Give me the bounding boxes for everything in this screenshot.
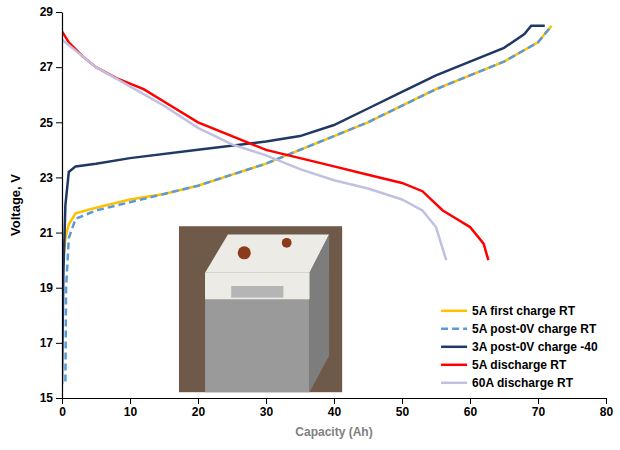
legend-swatch — [441, 382, 467, 385]
tick: 25 — [40, 116, 62, 130]
tick-label: 30 — [260, 405, 274, 419]
tick-label: 21 — [40, 226, 54, 240]
tick: 80 — [600, 398, 614, 419]
tick-mark — [266, 398, 267, 404]
tick-label: 19 — [40, 281, 54, 295]
tick: 17 — [40, 336, 62, 350]
legend-item: 3A post-0V charge -40 — [441, 340, 598, 354]
legend-item: 60A discharge RT — [441, 376, 574, 390]
axis-line — [62, 13, 63, 399]
tick: 21 — [40, 226, 62, 240]
photo-terminal — [238, 246, 251, 259]
tick-mark — [470, 398, 471, 404]
legend-item: 5A discharge RT — [441, 358, 567, 372]
photo-terminal — [282, 238, 292, 248]
legend-item: 5A first charge RT — [441, 304, 576, 318]
tick-mark — [56, 233, 62, 234]
series-line — [62, 26, 552, 274]
tick-mark — [56, 343, 62, 344]
tick: 50 — [396, 398, 410, 419]
tick-label: 80 — [600, 405, 614, 419]
legend: 5A first charge RT 5A post-0V charge RT 3A… — [441, 304, 598, 390]
tick: 10 — [124, 398, 138, 419]
photo-box-side — [205, 273, 309, 393]
tick-mark — [334, 398, 335, 404]
x-axis-title: Capacity (Ah) — [295, 425, 372, 439]
photo-background — [179, 226, 342, 392]
tick-label: 23 — [40, 171, 54, 185]
tick: 60 — [464, 398, 478, 419]
photo-box-edge — [310, 235, 330, 393]
tick-mark — [56, 288, 62, 289]
legend-label: 60A discharge RT — [472, 376, 574, 390]
tick-label: 10 — [124, 405, 138, 419]
plot: 0 10 20 30 40 50 60 70 80 15 17 19 21 23 25 27 29 Capacit… — [8, 5, 613, 439]
tick: 23 — [40, 171, 62, 185]
tick-mark — [198, 398, 199, 404]
tick-mark — [606, 398, 607, 404]
tick-mark — [538, 398, 539, 404]
tick-label: 0 — [59, 405, 66, 419]
inset-photo — [179, 226, 342, 392]
tick-label: 40 — [328, 405, 342, 419]
legend-label: 5A discharge RT — [472, 358, 567, 372]
tick: 0 — [59, 398, 66, 419]
tick-mark — [130, 398, 131, 404]
tick-label: 17 — [40, 336, 54, 350]
legend-item: 5A post-0V charge RT — [441, 322, 597, 336]
tick: 70 — [532, 398, 546, 419]
series-line — [62, 40, 446, 261]
tick-label: 70 — [532, 405, 546, 419]
tick-label: 29 — [40, 5, 54, 19]
tick: 15 — [40, 391, 62, 405]
tick-mark — [62, 398, 63, 404]
tick-label: 25 — [40, 116, 54, 130]
tick: 30 — [260, 398, 274, 419]
y-axis-title: Voltage, V — [8, 174, 23, 236]
legend-swatch — [441, 310, 467, 313]
tick-mark — [56, 12, 62, 13]
x-axis: 0 10 20 30 40 50 60 70 80 — [59, 398, 613, 419]
tick: 29 — [40, 5, 62, 19]
tick-label: 50 — [396, 405, 410, 419]
legend-swatch — [441, 364, 467, 367]
photo-handle — [231, 286, 283, 298]
tick: 19 — [40, 281, 62, 295]
tick-label: 15 — [40, 391, 54, 405]
tick: 40 — [328, 398, 342, 419]
tick-mark — [56, 177, 62, 178]
photo-box-lid — [205, 273, 309, 300]
legend-label: 5A post-0V charge RT — [472, 322, 597, 336]
tick-label: 20 — [192, 405, 206, 419]
y-axis: 15 17 19 21 23 25 27 29 — [40, 5, 63, 405]
tick: 27 — [40, 60, 62, 74]
legend-label: 3A post-0V charge -40 — [472, 340, 598, 354]
tick-label: 27 — [40, 60, 54, 74]
series-line — [62, 31, 488, 260]
tick-mark — [402, 398, 403, 404]
photo-box-top — [205, 235, 329, 273]
chart: 0 10 20 30 40 50 60 70 80 15 17 19 21 23 25 27 29 Capacit… — [0, 0, 620, 450]
legend-label: 5A first charge RT — [472, 304, 576, 318]
legend-swatch — [441, 328, 467, 331]
tick-mark — [56, 122, 62, 123]
tick-mark — [56, 67, 62, 68]
tick: 20 — [192, 398, 206, 419]
tick-mark — [56, 398, 62, 399]
legend-swatch — [441, 346, 467, 349]
tick-label: 60 — [464, 405, 478, 419]
